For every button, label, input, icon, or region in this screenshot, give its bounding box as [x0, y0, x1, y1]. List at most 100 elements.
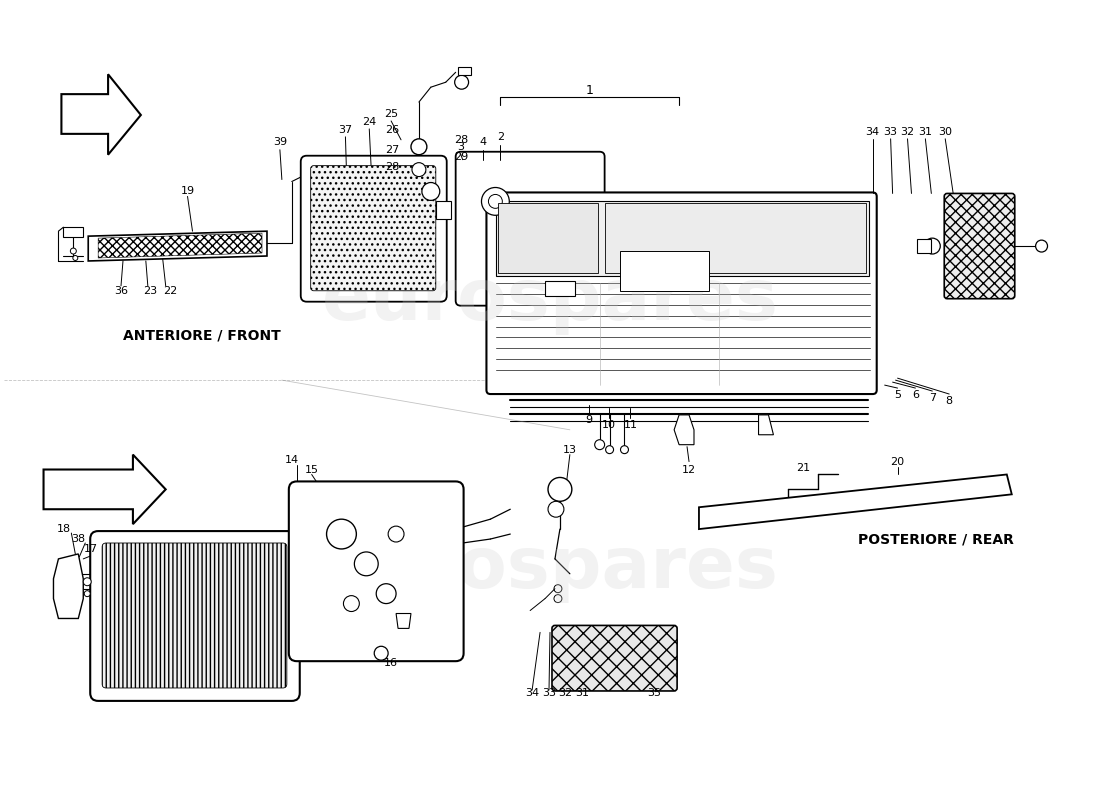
Text: 9: 9 [585, 415, 592, 425]
Bar [498, 203, 597, 273]
Text: 5: 5 [894, 390, 901, 400]
Text: 4: 4 [480, 137, 487, 147]
Circle shape [454, 75, 469, 89]
Polygon shape [759, 415, 773, 434]
Circle shape [85, 590, 90, 597]
Polygon shape [917, 239, 932, 253]
Text: 14: 14 [285, 454, 299, 465]
Circle shape [376, 584, 396, 603]
Circle shape [595, 440, 605, 450]
Polygon shape [64, 227, 84, 237]
Text: 26: 26 [385, 125, 399, 135]
Text: 33: 33 [542, 688, 556, 698]
Text: 21: 21 [796, 462, 811, 473]
Circle shape [388, 526, 404, 542]
Text: 25: 25 [384, 109, 398, 119]
Text: 33: 33 [883, 127, 898, 137]
Circle shape [554, 594, 562, 602]
Text: ANTERIORE / FRONT: ANTERIORE / FRONT [123, 329, 280, 342]
Circle shape [70, 248, 76, 254]
Text: 2: 2 [497, 132, 504, 142]
Bar [605, 203, 866, 273]
Text: 27: 27 [385, 145, 399, 154]
FancyBboxPatch shape [552, 626, 678, 691]
Text: 8: 8 [946, 396, 953, 406]
Text: 19: 19 [180, 186, 195, 197]
Text: eurospares: eurospares [321, 266, 779, 335]
Circle shape [532, 253, 548, 269]
Text: 11: 11 [624, 420, 637, 430]
Text: 1: 1 [586, 84, 594, 97]
Text: 23: 23 [143, 286, 157, 296]
Bar [496, 202, 869, 276]
Polygon shape [44, 454, 166, 524]
FancyBboxPatch shape [310, 166, 436, 290]
Text: 34: 34 [866, 127, 880, 137]
FancyBboxPatch shape [944, 194, 1014, 298]
Polygon shape [62, 74, 141, 154]
Text: 38: 38 [72, 534, 86, 544]
Bar [619, 251, 708, 290]
Text: 37: 37 [339, 125, 352, 135]
Text: 24: 24 [362, 117, 376, 127]
Text: 10: 10 [602, 420, 616, 430]
Circle shape [606, 446, 614, 454]
Circle shape [488, 194, 503, 208]
Circle shape [412, 162, 426, 177]
Polygon shape [698, 474, 1012, 529]
Circle shape [422, 182, 440, 200]
Polygon shape [88, 231, 267, 261]
Text: 20: 20 [891, 457, 904, 466]
Text: 30: 30 [938, 127, 953, 137]
Text: POSTERIORE / REAR: POSTERIORE / REAR [858, 532, 1014, 546]
Text: 28: 28 [385, 162, 399, 172]
Circle shape [548, 210, 562, 223]
Text: 13: 13 [563, 445, 576, 454]
Text: 18: 18 [57, 524, 72, 534]
Circle shape [411, 139, 427, 154]
Polygon shape [458, 67, 471, 75]
Polygon shape [436, 202, 451, 219]
Text: 32: 32 [558, 688, 572, 698]
Circle shape [327, 519, 356, 549]
Circle shape [84, 578, 91, 586]
Polygon shape [54, 554, 84, 618]
Text: 6: 6 [912, 390, 918, 400]
Text: 22: 22 [164, 286, 178, 296]
Text: 34: 34 [525, 688, 539, 698]
Text: 16: 16 [384, 658, 398, 668]
Text: 31: 31 [575, 688, 589, 698]
Circle shape [482, 187, 509, 215]
Text: 17: 17 [84, 544, 98, 554]
Polygon shape [544, 281, 575, 296]
Text: 3: 3 [458, 142, 464, 152]
Text: 31: 31 [918, 127, 933, 137]
Polygon shape [396, 614, 411, 629]
Circle shape [620, 446, 628, 454]
FancyBboxPatch shape [102, 543, 287, 688]
Circle shape [548, 502, 564, 517]
FancyBboxPatch shape [300, 156, 447, 302]
Text: eurospares: eurospares [321, 534, 779, 603]
Circle shape [73, 255, 78, 261]
Circle shape [505, 231, 525, 251]
Polygon shape [674, 415, 694, 445]
Text: 12: 12 [682, 465, 696, 474]
Circle shape [374, 646, 388, 660]
Text: 7: 7 [928, 393, 936, 403]
Text: 39: 39 [273, 137, 287, 147]
Circle shape [924, 238, 940, 254]
Text: YY: YY [182, 611, 194, 622]
Circle shape [548, 478, 572, 502]
FancyBboxPatch shape [486, 193, 877, 394]
Circle shape [354, 552, 378, 576]
Text: 32: 32 [901, 127, 914, 137]
Text: 28: 28 [453, 135, 468, 145]
Circle shape [1035, 240, 1047, 252]
FancyBboxPatch shape [289, 482, 463, 661]
Text: 35: 35 [647, 688, 661, 698]
Text: 36: 36 [114, 286, 128, 296]
Text: 15: 15 [305, 465, 319, 474]
FancyBboxPatch shape [455, 152, 605, 306]
Text: 29: 29 [453, 152, 468, 162]
